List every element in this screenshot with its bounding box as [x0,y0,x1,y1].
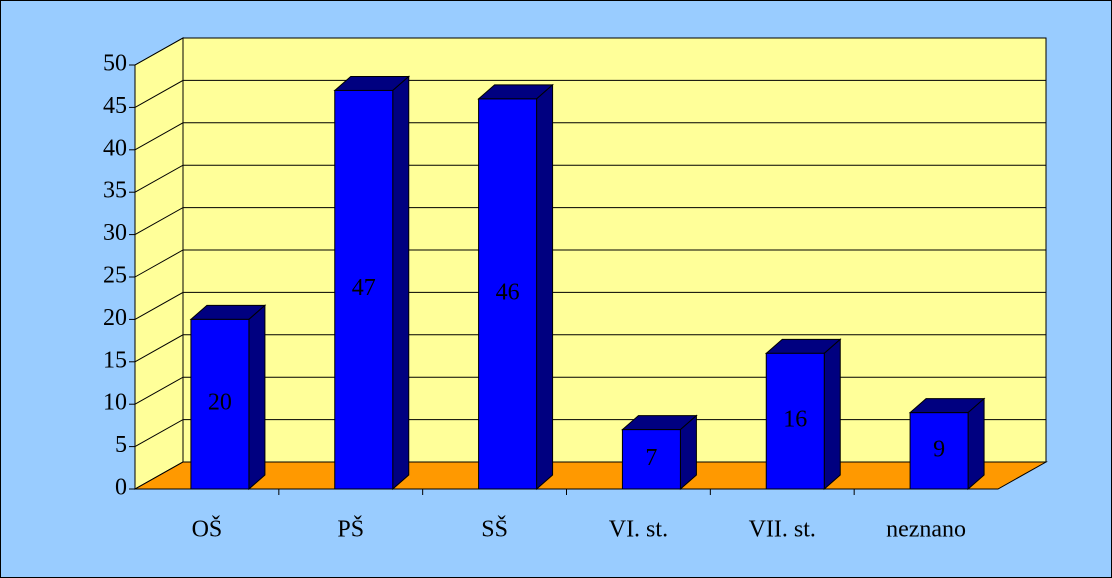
y-tick-label: 40 [103,135,127,161]
data-label: 7 [645,445,657,471]
grid-line [134,376,1046,405]
bar [334,89,394,490]
bar-side [248,304,266,491]
x-tick-label: OŠ [192,516,223,543]
bar-side [392,75,410,491]
y-tick-label: 15 [103,347,127,373]
bar [478,98,538,490]
grid-line [134,207,1046,236]
grid-line [134,419,1046,448]
bar [621,429,681,490]
y-tick-label: 10 [103,390,127,416]
data-label: 9 [933,436,945,462]
grid-line [134,334,1046,363]
y-tick-label: 20 [103,305,127,331]
y-tick-label: 35 [103,178,127,204]
x-tick-label: VII. st. [749,517,816,543]
data-label: 47 [352,275,376,301]
grid-line [134,122,1046,151]
data-label: 16 [783,407,807,433]
y-tick-label: 0 [115,475,127,501]
bar [909,412,969,490]
grid-line [134,291,1046,320]
x-tick-label: PŠ [337,516,364,543]
bar [190,318,250,490]
bar-side [823,338,841,491]
bar-side [967,397,985,491]
x-tick-label: SŠ [481,516,508,543]
y-tick-label: 30 [103,220,127,246]
bar-side [536,83,554,491]
x-tick-label: VI. st. [609,517,668,543]
y-tick-label: 5 [115,432,127,458]
grid-line [134,164,1046,193]
grid-line [134,79,1046,108]
y-tick-label: 50 [103,51,127,77]
y-tick-label: 45 [103,93,127,119]
floor [133,461,1048,490]
x-tick-label: neznano [886,517,966,543]
data-label: 20 [208,390,232,416]
grid-line [134,249,1046,278]
grid-line [134,461,1046,490]
y-tick-label: 25 [103,263,127,289]
bar [765,352,825,490]
grid-line [134,37,1046,66]
data-label: 46 [496,279,520,305]
